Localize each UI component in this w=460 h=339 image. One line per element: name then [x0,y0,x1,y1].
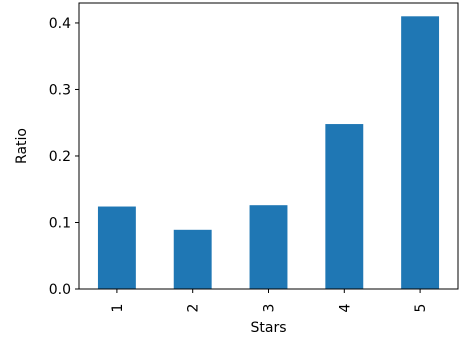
y-tick-label: 0.0 [49,282,71,298]
plot-frame [78,2,459,290]
y-tick-label: 0.4 [49,16,71,32]
x-tick-label: 2 [186,304,202,313]
y-axis-ticks: 0.0 0.1 0.2 0.3 0.4 [49,16,79,298]
x-tick-label: 1 [110,304,126,313]
bars-group [97,16,440,289]
bar-1 [97,206,136,289]
bar-3 [249,205,288,289]
x-axis-label: Stars [250,320,286,336]
x-axis-ticks: 1 2 3 4 5 [110,289,429,312]
x-tick-label: 4 [337,303,353,312]
bar-4 [325,124,364,289]
bar-5 [401,16,440,289]
y-tick-label: 0.1 [49,215,71,231]
y-tick-label: 0.3 [49,82,71,98]
x-tick-label: 5 [413,304,429,313]
y-tick-label: 0.2 [49,149,71,165]
bar-2 [173,229,212,289]
y-axis-label: Ratio [14,128,30,164]
x-tick-label: 3 [262,304,278,313]
